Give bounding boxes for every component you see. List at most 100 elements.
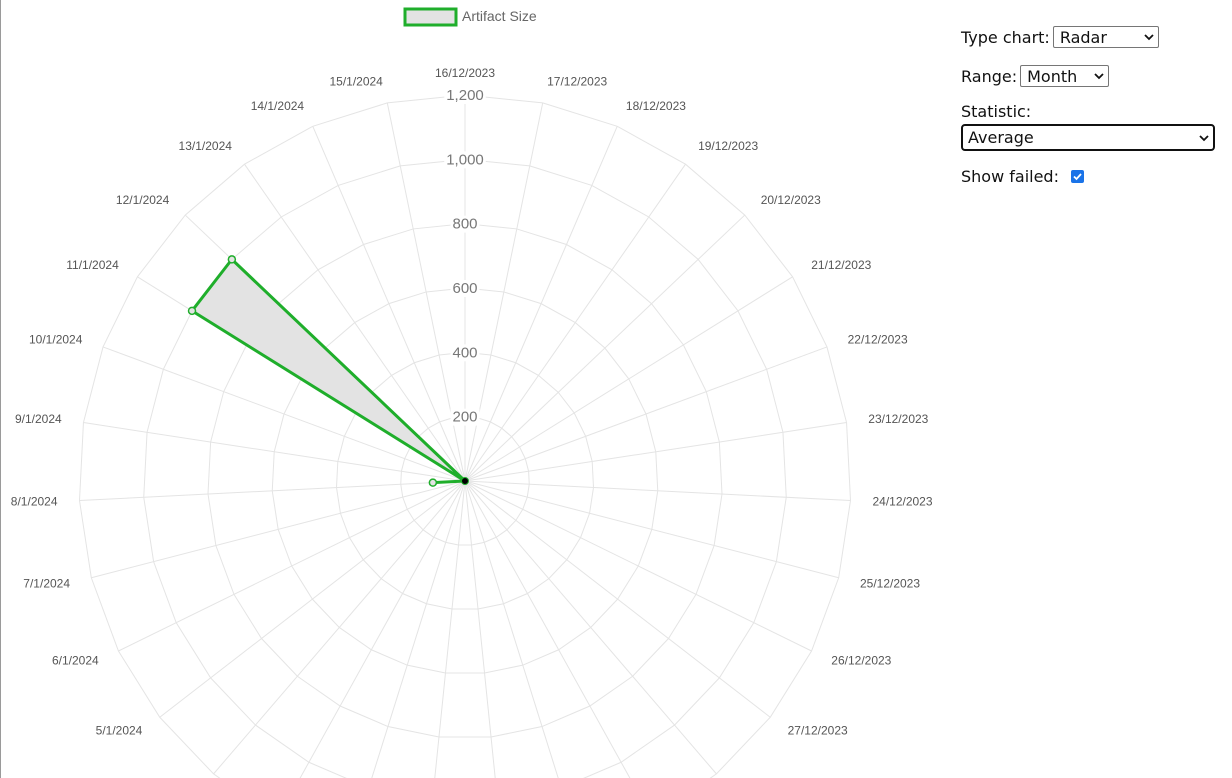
radar-grid (78, 94, 852, 778)
chevron-down-icon (1199, 134, 1209, 141)
series-layer (187, 255, 469, 487)
grid-spoke (464, 480, 559, 778)
grid-spoke (102, 346, 466, 482)
category-label: 26/12/2023 (831, 654, 891, 668)
category-label: 15/1/2024 (329, 74, 383, 88)
range-label: Range: (961, 66, 1018, 86)
radar-chart: 200 400 600 800 1,000 1,200 16/12/2023 17/12/2… (11, 7, 933, 778)
r-tick-label-bg (450, 344, 480, 362)
data-point[interactable] (187, 306, 197, 316)
grid-spoke (464, 422, 847, 482)
grid-ring (143, 158, 787, 778)
grid-spoke (464, 346, 828, 482)
grid-spoke (464, 126, 618, 482)
category-label: 17/12/2023 (547, 74, 607, 88)
grid-spoke (464, 480, 496, 778)
r-tick-label: 400 (452, 344, 477, 361)
category-label: 20/12/2023 (761, 193, 821, 207)
type-chart-label: Type chart: (961, 27, 1050, 47)
r-tick-label: 1,000 (446, 151, 484, 168)
grid-ring (335, 351, 595, 610)
category-label: 24/12/2023 (872, 495, 932, 509)
legend-swatch (403, 7, 458, 27)
grid-spoke (83, 422, 466, 482)
grid-spoke (371, 480, 466, 778)
type-chart-row: Type chart: Radar (961, 24, 1223, 50)
grid-spoke (299, 480, 466, 778)
category-label: 19/12/2023 (698, 139, 758, 153)
radial-tick-labels: 200 400 600 800 1,000 1,200 (444, 87, 486, 426)
r-tick-label: 200 (452, 409, 477, 426)
category-label: 25/12/2023 (860, 576, 920, 590)
range-row: Range: Month (961, 63, 1223, 89)
grid-spoke (464, 480, 812, 652)
grid-spoke (464, 480, 771, 718)
category-label: 13/1/2024 (179, 139, 233, 153)
r-tick-label-bg (450, 280, 480, 297)
grid-spoke (464, 480, 717, 775)
grid-spoke (464, 276, 793, 482)
statistic-value: Average (968, 128, 1034, 147)
grid-spoke (312, 126, 466, 482)
r-tick-label-bg (450, 408, 480, 426)
chevron-down-icon (1144, 34, 1154, 41)
grid-spoke (464, 214, 746, 482)
grid-spoke (464, 163, 686, 482)
range-select[interactable]: Month (1020, 65, 1110, 87)
r-tick-label-bg (444, 151, 486, 169)
r-tick-label-bg (450, 215, 480, 233)
category-label: 21/12/2023 (811, 258, 871, 272)
grid-spoke (159, 480, 466, 718)
category-label: 23/12/2023 (868, 412, 928, 426)
left-border (0, 0, 1, 778)
grid-spoke (244, 163, 466, 482)
center-point (461, 477, 469, 485)
category-labels: 16/12/2023 17/12/2023 18/12/2023 19/12/2023… (11, 66, 933, 738)
category-label: 5/1/2024 (96, 724, 143, 738)
grid-spoke (79, 480, 466, 502)
chevron-down-icon (1094, 73, 1104, 80)
category-label: 11/1/2024 (66, 258, 119, 272)
category-label: 27/12/2023 (788, 724, 848, 738)
category-label: 9/1/2024 (15, 412, 62, 426)
r-tick-label: 1,200 (446, 87, 484, 104)
show-failed-label: Show failed: (961, 166, 1059, 186)
range-value: Month (1027, 66, 1078, 86)
category-label: 14/1/2024 (251, 99, 305, 113)
category-label: 10/1/2024 (29, 332, 83, 346)
grid-ring (207, 223, 723, 738)
data-point[interactable] (428, 478, 438, 487)
grid-spoke (118, 480, 466, 652)
grid-spoke (91, 480, 466, 579)
series-area (190, 257, 467, 485)
grid-spoke (464, 480, 851, 502)
grid-spoke (464, 480, 631, 778)
category-label: 12/1/2024 (116, 193, 170, 207)
legend-label: Artifact Size (462, 8, 537, 24)
statistic-label: Statistic: (961, 102, 1032, 121)
category-label: 6/1/2024 (52, 654, 99, 668)
category-label: 18/12/2023 (626, 99, 686, 113)
chart-controls: Type chart: Radar Range: Month Statistic… (961, 24, 1223, 202)
grid-spoke (213, 480, 466, 775)
r-tick-label: 600 (452, 280, 477, 297)
grid-spoke (464, 480, 839, 579)
grid-ring (78, 94, 852, 778)
statistic-select[interactable]: Average (961, 124, 1215, 151)
r-tick-label-bg (444, 87, 486, 104)
legend[interactable]: Artifact Size (403, 7, 537, 27)
show-failed-checkbox[interactable] (1070, 169, 1084, 183)
type-chart-select[interactable]: Radar (1052, 26, 1159, 48)
category-label: 7/1/2024 (23, 576, 70, 590)
category-label: 22/12/2023 (848, 332, 908, 346)
type-chart-value: Radar (1059, 27, 1107, 47)
checkmark-icon (1073, 172, 1082, 180)
show-failed-row: Show failed: (961, 163, 1223, 189)
grid-ring (400, 416, 530, 546)
data-point[interactable] (227, 255, 237, 264)
category-label: 8/1/2024 (11, 495, 58, 509)
grid-ring (271, 287, 659, 674)
r-tick-label: 800 (452, 216, 477, 233)
grid-spoke (434, 480, 466, 778)
category-label: 16/12/2023 (435, 66, 495, 80)
